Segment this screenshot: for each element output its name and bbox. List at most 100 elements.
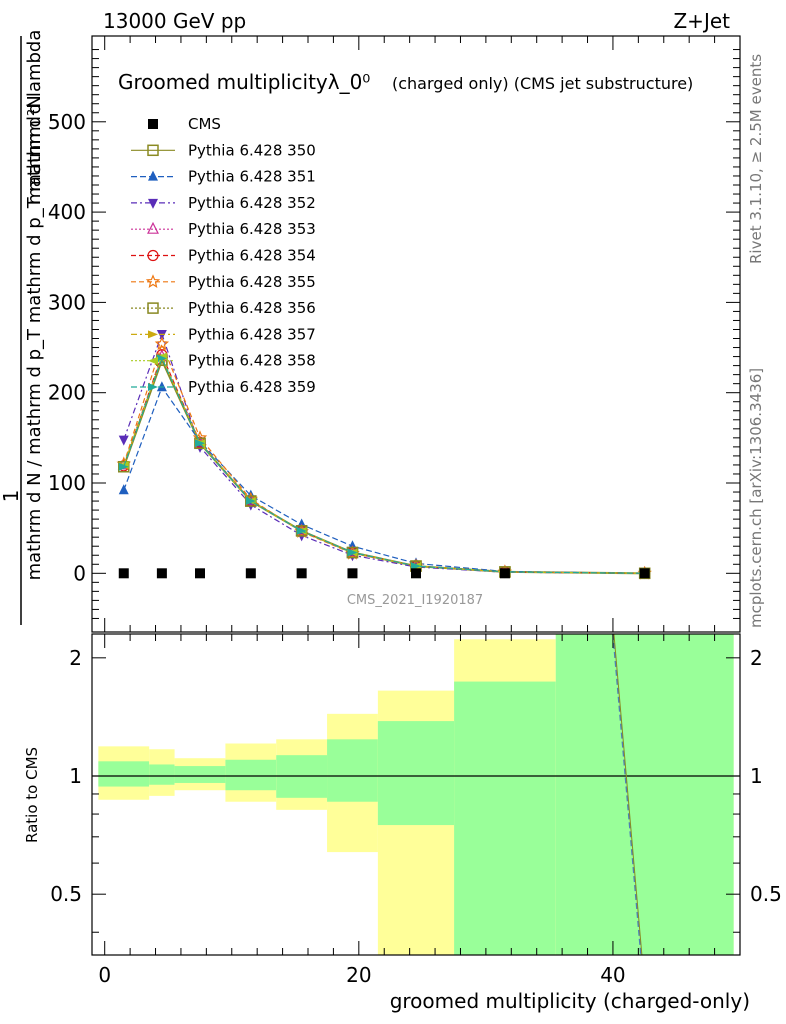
y-tick-label: 500 [48,110,86,134]
header-left: 13000 GeV pp [103,9,246,33]
cms-data-point [245,568,256,579]
mc-ratio-line [613,633,643,956]
legend-marker [147,221,159,234]
legend-entry: Pythia 6.428 356 [131,299,316,317]
legend-entry: Pythia 6.428 355 [131,273,316,291]
series-point [195,439,205,448]
ratio-uncertainty-bands [98,634,734,955]
ratio-lines [92,633,740,956]
main-frame [91,35,741,633]
analysis-watermark: CMS_2021_I1920187 [347,593,483,608]
legend-entry: Pythia 6.428 353 [131,220,316,238]
legend-label: Pythia 6.428 356 [188,299,316,317]
series-point [296,526,307,535]
y-tick-label: 300 [48,290,86,314]
main-title-suffix: (charged only) (CMS jet substructure) [392,74,693,93]
y-tick-label: 200 [48,381,86,405]
x-tick-label: 40 [600,963,625,987]
legend-marker [148,170,158,181]
legend-marker [147,144,159,157]
cms-data-point [118,568,129,579]
legend-entry: Pythia 6.428 351 [131,168,316,186]
ratio-inner-band [327,739,378,802]
legend-label: Pythia 6.428 351 [188,168,316,186]
series-point [245,497,256,506]
cms-data-point [156,568,167,579]
ratio-y-tick-label: 0.5 [750,882,782,906]
x-tick-label: 20 [346,963,371,987]
legend-entry: Pythia 6.428 357 [131,325,316,343]
ratio-inner-band [454,681,556,955]
series-point [347,548,358,557]
legend-marker [147,302,159,314]
series-point [118,484,129,495]
legend-entry: Pythia 6.428 352 [131,194,316,212]
cms-data-point [195,568,205,579]
legend-entry: Pythia 6.428 350 [131,141,316,159]
series-point [118,435,129,446]
ratio-inner-band [555,634,734,955]
series-2 [118,381,650,578]
series-point [118,462,129,471]
y-tick-label: 400 [48,200,86,224]
legend-label: Pythia 6.428 353 [188,220,316,238]
ratio-ylabel: Ratio to CMS [23,747,41,843]
ratio-inner-band [174,766,226,783]
ratio-y-tick-label: 2 [69,646,82,670]
legend-entry: Pythia 6.428 354 [131,247,316,265]
mcplots-label: mcplots.cern.ch [arXiv:1306.3436] [747,368,765,628]
cms-data-points [118,568,650,579]
x-tick-label: 0 [98,963,111,987]
ratio-frame [91,633,741,956]
series-point [411,562,421,571]
legend-label: Pythia 6.428 357 [188,325,316,343]
legend-label: Pythia 6.428 359 [188,378,316,396]
cms-data-point [347,568,358,579]
ratio-y-tick-label: 1 [69,764,82,788]
cms-data-point [499,568,510,579]
legend-label: Pythia 6.428 355 [188,273,316,291]
y-tick-label: 100 [48,471,86,495]
main-title: Groomed multiplicityλ_0⁰ [118,70,370,94]
main-ylabel-denominator: mathrm d N / mathrm d p_T mathrm d p_T m… [24,30,45,581]
ratio-inner-band [225,759,277,791]
series-point [154,336,170,351]
main-ylabel-numerator: mathrm d²N [24,95,45,204]
series-6 [116,336,652,580]
ratio-inner-band [98,761,150,787]
legend: CMS Pythia 6.428 350 Pythia 6.428 351 Pythi… [131,115,316,396]
legend-label: Pythia 6.428 358 [188,352,316,370]
rivet-label: Rivet 3.1.10, ≥ 2.5M events [747,54,765,264]
legend-marker [148,383,158,391]
series-line [123,386,645,574]
legend-label: Pythia 6.428 350 [188,141,316,159]
y-tick-label: 0 [73,561,86,585]
x-axis-label: groomed multiplicity (charged-only) [390,989,750,1013]
legend-entry: Pythia 6.428 359 [131,378,316,396]
legend-marker [147,249,159,262]
main-ylabel-top: 1 [0,490,23,503]
cms-data-point [296,568,307,579]
cms-data-point [639,568,650,579]
main-ylabel: 1 mathrm d²N mathrm d N / mathrm d p_T m… [0,30,45,581]
legend-marker [148,119,158,129]
ratio-y-tick-label: 2 [750,646,763,670]
axes: 0 100 200 300 400 500 0 20 40 0.5 0.5 1 1 2 2 [48,35,782,987]
series-line [123,332,645,574]
ratio-inner-band [149,764,175,785]
legend-marker [145,274,161,288]
main-series [116,330,652,580]
ratio-y-tick-label: 0.5 [50,882,82,906]
header-right: Z+Jet [673,9,730,33]
legend-entry: CMS [148,115,221,133]
legend-marker [148,330,158,339]
ratio-inner-band [377,721,455,826]
legend-label: Pythia 6.428 352 [188,194,316,212]
legend-entry: Pythia 6.428 358 [131,352,316,370]
legend-label: Pythia 6.428 354 [188,247,316,265]
series-point [156,381,167,392]
legend-marker [148,356,158,365]
cms-data-point [411,568,421,579]
legend-marker [148,198,158,209]
